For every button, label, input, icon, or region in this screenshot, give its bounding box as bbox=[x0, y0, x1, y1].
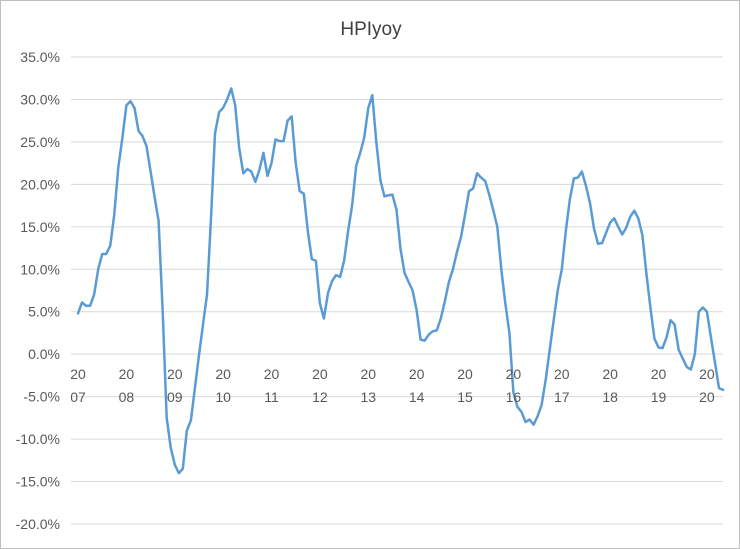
x-axis-tick-labels: 20 07 20 08 20 09 20 10 20 11 20 12 20 13 20 14 20 15 20 16… bbox=[70, 366, 715, 405]
y-tick-label: 30.0% bbox=[20, 91, 60, 107]
gridlines bbox=[71, 56, 723, 525]
x-tick-label: 20 bbox=[651, 366, 667, 382]
y-tick-label: 0.0% bbox=[28, 346, 60, 362]
x-tick-label: 20 bbox=[312, 366, 328, 382]
y-tick-label: -15.0% bbox=[16, 474, 60, 490]
x-tick-label: 08 bbox=[119, 389, 135, 405]
x-tick-label: 07 bbox=[70, 389, 86, 405]
x-tick-label: 20 bbox=[70, 366, 86, 382]
x-tick-label: 20 bbox=[119, 366, 135, 382]
y-tick-label: 10.0% bbox=[20, 261, 60, 277]
x-tick-label: 18 bbox=[602, 389, 618, 405]
y-tick-label: 20.0% bbox=[20, 176, 60, 192]
series-layer bbox=[76, 87, 725, 475]
y-tick-label: 25.0% bbox=[20, 134, 60, 150]
x-tick-label: 10 bbox=[215, 389, 231, 405]
x-tick-label: 12 bbox=[312, 389, 328, 405]
x-tick-label: 20 bbox=[554, 366, 570, 382]
x-tick-label: 13 bbox=[360, 389, 376, 405]
y-tick-label: -5.0% bbox=[23, 389, 60, 405]
series-line-0 bbox=[76, 87, 725, 475]
y-tick-label: 5.0% bbox=[28, 304, 60, 320]
chart-title: HPIyoy bbox=[340, 19, 402, 40]
x-tick-label: 20 bbox=[457, 366, 473, 382]
y-axis-tick-labels: 35.0% 30.0% 25.0% 20.0% 15.0% 10.0% 5.0% 0.0% -5… bbox=[16, 49, 60, 532]
x-tick-label: 14 bbox=[409, 389, 425, 405]
x-tick-label: 16 bbox=[506, 389, 522, 405]
x-tick-label: 11 bbox=[264, 389, 279, 405]
x-tick-label: 09 bbox=[167, 389, 183, 405]
x-tick-label: 20 bbox=[506, 366, 522, 382]
y-tick-label: 35.0% bbox=[20, 49, 60, 65]
x-tick-label: 20 bbox=[699, 389, 715, 405]
x-tick-label: 20 bbox=[167, 366, 183, 382]
x-tick-label: 20 bbox=[699, 366, 715, 382]
x-tick-label: 20 bbox=[215, 366, 231, 382]
x-tick-label: 20 bbox=[360, 366, 376, 382]
x-tick-label: 19 bbox=[651, 389, 667, 405]
y-tick-label: -20.0% bbox=[16, 516, 60, 532]
x-tick-label: 20 bbox=[264, 366, 280, 382]
y-tick-label: 15.0% bbox=[20, 219, 60, 235]
x-tick-label: 20 bbox=[409, 366, 425, 382]
y-tick-label: -10.0% bbox=[16, 431, 60, 447]
x-tick-label: 15 bbox=[457, 389, 473, 405]
x-tick-label: 17 bbox=[554, 389, 570, 405]
x-tick-label: 20 bbox=[602, 366, 618, 382]
